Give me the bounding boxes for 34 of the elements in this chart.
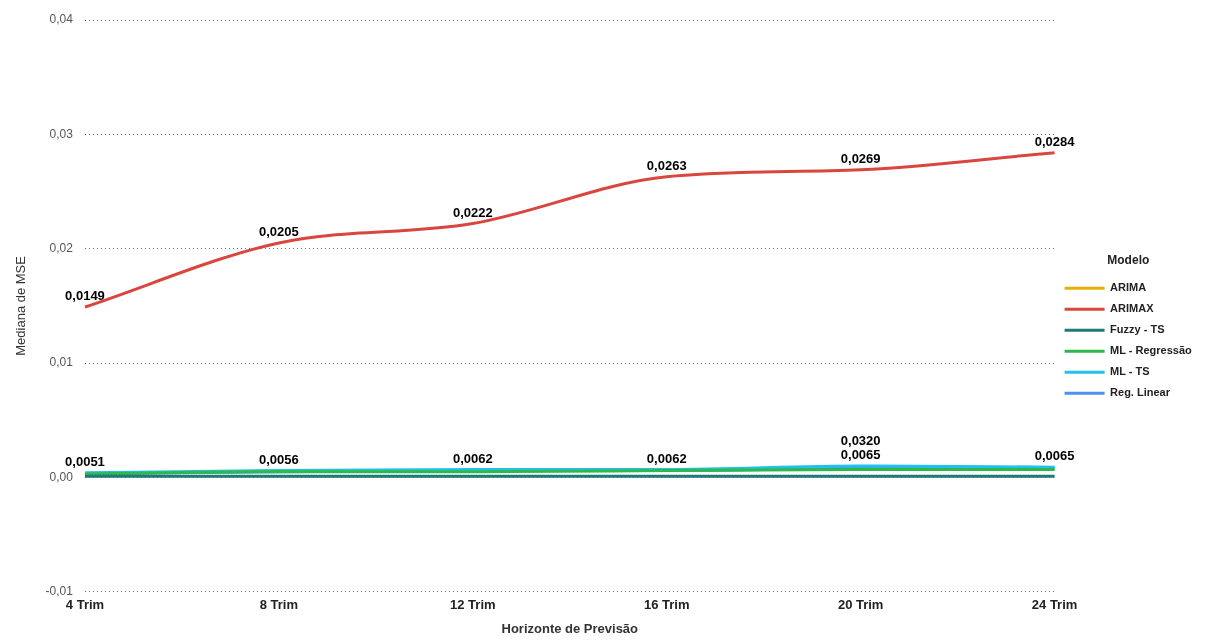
annotation: 0,0056	[259, 451, 299, 467]
y-tick-label: 0,03	[49, 126, 74, 141]
legend-label: ARIMA	[1110, 281, 1147, 294]
annotation: 0,0065	[840, 447, 881, 463]
x-tick-label: 24 Trim	[1031, 597, 1078, 613]
annotation: 0,0320	[840, 433, 881, 449]
annotation: 0,0065	[1034, 448, 1075, 464]
legend-label: Fuzzy - TS	[1110, 323, 1165, 336]
legend-title: Modelo	[1107, 252, 1150, 267]
legend-label: Reg. Linear	[1110, 386, 1171, 399]
data-label: 0,0205	[259, 224, 299, 240]
legend-label: ML - Regressão	[1110, 344, 1193, 357]
data-label: 0,0284	[1034, 133, 1076, 149]
data-label: 0,0263	[646, 157, 687, 173]
y-tick-label: -0,01	[45, 584, 74, 599]
y-tick-label: 0,00	[49, 469, 74, 484]
x-tick-label: 16 Trim	[643, 597, 690, 613]
annotation: 0,0051	[65, 453, 105, 469]
x-tick-label: 4 Trim	[65, 597, 105, 613]
annotation: 0,0062	[452, 450, 493, 466]
data-label: 0,0222	[452, 204, 493, 220]
y-tick-label: 0,01	[49, 355, 74, 370]
annotation: 0,0062	[646, 450, 687, 466]
y-axis-title: Mediana de MSE	[13, 255, 29, 356]
data-label: 0,0149	[65, 288, 105, 304]
y-tick-label: 0,04	[49, 12, 74, 27]
y-tick-label: 0,02	[49, 241, 74, 256]
x-tick-label: 12 Trim	[450, 597, 496, 613]
legend-label: ML - TS	[1110, 365, 1150, 378]
data-label: 0,0269	[840, 150, 881, 166]
legend-label: ARIMAX	[1110, 302, 1155, 315]
x-tick-label: 8 Trim	[259, 597, 299, 613]
x-tick-label: 20 Trim	[837, 597, 884, 613]
x-axis-title: Horizonte de Previsão	[501, 620, 639, 636]
